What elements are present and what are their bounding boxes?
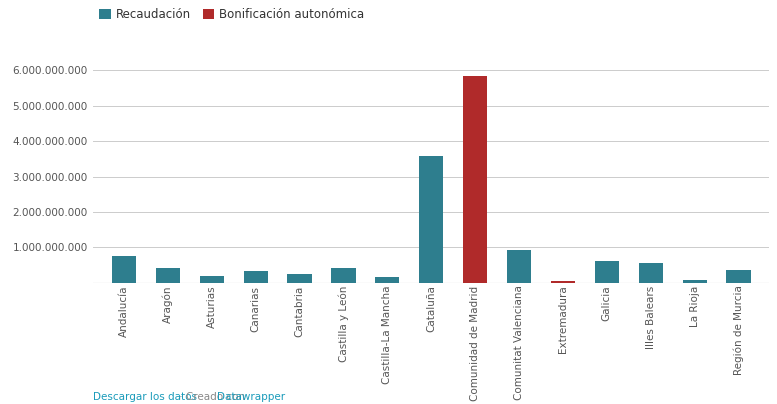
- Bar: [375, 278, 399, 283]
- Bar: [551, 281, 575, 283]
- Text: Datawrapper: Datawrapper: [217, 392, 285, 402]
- Bar: [331, 268, 356, 283]
- Bar: [287, 274, 312, 283]
- Legend: Recaudación, Bonificación autonómica: Recaudación, Bonificación autonómica: [99, 8, 364, 21]
- Bar: [463, 76, 487, 283]
- Text: Descargar los datos: Descargar los datos: [93, 392, 197, 402]
- Text: · Creado con: · Creado con: [176, 392, 249, 402]
- Bar: [507, 250, 531, 283]
- Bar: [156, 267, 180, 283]
- Bar: [726, 270, 751, 283]
- Bar: [419, 156, 444, 283]
- Bar: [243, 271, 268, 283]
- Bar: [639, 263, 663, 283]
- Bar: [200, 276, 224, 283]
- Bar: [594, 261, 619, 283]
- Bar: [682, 280, 706, 283]
- Bar: [112, 256, 136, 283]
